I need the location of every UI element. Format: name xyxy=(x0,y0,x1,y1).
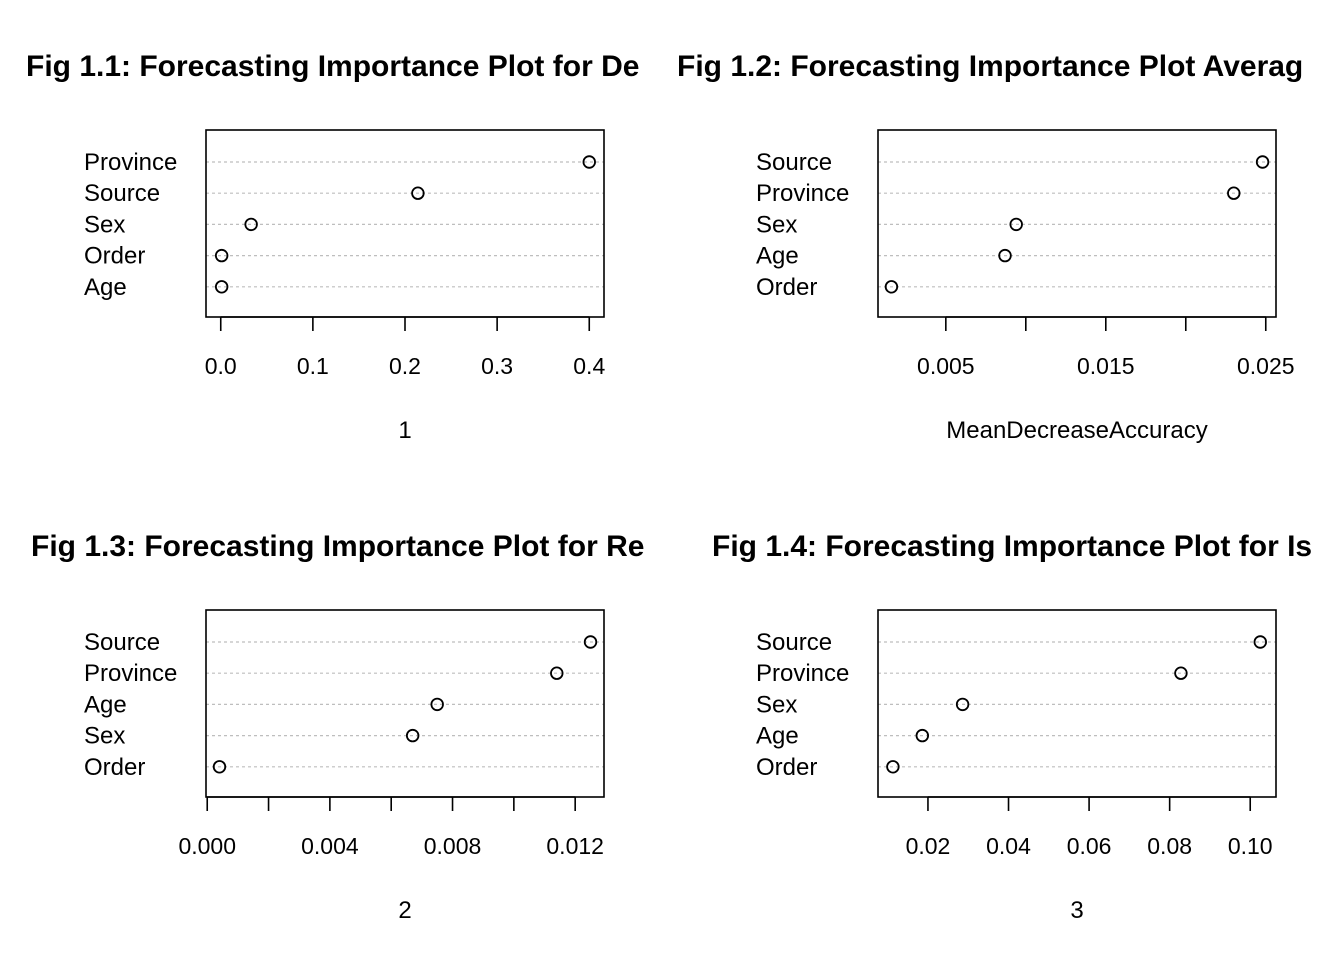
x-axis-label: 2 xyxy=(398,897,411,924)
x-tick-label: 0.3 xyxy=(481,353,513,379)
x-tick-label: 0.015 xyxy=(1077,353,1135,379)
data-point xyxy=(915,728,930,743)
category-label: Sex xyxy=(84,723,125,750)
category-label: Province xyxy=(84,660,177,687)
data-point xyxy=(886,760,900,774)
data-point xyxy=(884,280,899,294)
plot-frame xyxy=(205,609,605,798)
data-point xyxy=(998,248,1012,263)
plot-frame xyxy=(205,129,605,318)
category-label: Age xyxy=(84,274,127,301)
data-point xyxy=(212,760,227,774)
x-tick-label: 0.0 xyxy=(205,353,237,379)
x-tick-label: 0.04 xyxy=(986,833,1031,859)
x-tick-label: 0.10 xyxy=(1228,833,1273,859)
panel-fig-1-2: Fig 1.2: Forecasting Importance Plot Ave… xyxy=(677,50,1303,444)
x-tick-label: 0.000 xyxy=(178,833,236,859)
category-label: Age xyxy=(756,723,799,750)
category-label: Source xyxy=(756,149,832,176)
chart-title: Fig 1.2: Forecasting Importance Plot Ave… xyxy=(677,50,1303,83)
panel-fig-1-1: Fig 1.1: Forecasting Importance Plot for… xyxy=(26,50,639,444)
plot-frame xyxy=(877,129,1277,318)
plot-frame xyxy=(877,609,1277,798)
category-label: Source xyxy=(756,629,832,656)
data-point xyxy=(1009,217,1023,232)
data-point xyxy=(411,186,425,200)
data-point xyxy=(405,728,420,743)
data-point xyxy=(214,248,229,263)
x-tick-label: 0.1 xyxy=(297,353,329,379)
x-tick-label: 0.02 xyxy=(906,833,951,859)
category-label: Order xyxy=(756,274,817,301)
category-label: Order xyxy=(84,754,145,781)
category-label: Sex xyxy=(756,211,797,238)
category-label: Province xyxy=(756,180,849,207)
chart-title: Fig 1.4: Forecasting Importance Plot for… xyxy=(712,530,1312,563)
x-tick-label: 0.08 xyxy=(1147,833,1192,859)
category-label: Sex xyxy=(756,691,797,718)
x-tick-label: 0.06 xyxy=(1067,833,1112,859)
chart-title: Fig 1.3: Forecasting Importance Plot for… xyxy=(31,530,644,563)
category-label: Age xyxy=(756,243,799,270)
x-axis-label: 1 xyxy=(398,417,411,444)
data-point xyxy=(1253,635,1267,649)
data-point xyxy=(955,697,970,712)
category-label: Sex xyxy=(84,211,125,238)
x-tick-label: 0.025 xyxy=(1237,353,1295,379)
x-tick-label: 0.008 xyxy=(424,833,482,859)
data-point xyxy=(244,217,258,232)
panel-fig-1-3: Fig 1.3: Forecasting Importance Plot for… xyxy=(31,530,644,924)
category-label: Order xyxy=(756,754,817,781)
x-tick-label: 0.005 xyxy=(917,353,975,379)
data-point xyxy=(582,155,596,169)
data-point xyxy=(583,635,598,649)
category-label: Source xyxy=(84,629,160,656)
category-label: Age xyxy=(84,691,127,718)
x-tick-label: 0.4 xyxy=(573,353,605,379)
data-point xyxy=(1255,155,1270,169)
data-point xyxy=(1227,186,1241,200)
data-point xyxy=(214,280,229,294)
x-axis-label: 3 xyxy=(1070,897,1083,924)
category-label: Source xyxy=(84,180,160,207)
x-axis-label: MeanDecreaseAccuracy xyxy=(946,417,1207,444)
x-tick-label: 0.012 xyxy=(546,833,604,859)
category-label: Province xyxy=(756,660,849,687)
chart-title: Fig 1.1: Forecasting Importance Plot for… xyxy=(26,50,639,83)
panel-fig-1-4: Fig 1.4: Forecasting Importance Plot for… xyxy=(712,530,1312,924)
category-label: Order xyxy=(84,243,145,270)
category-label: Province xyxy=(84,149,177,176)
data-point xyxy=(430,697,444,712)
x-tick-label: 0.2 xyxy=(389,353,421,379)
data-point xyxy=(1174,666,1188,680)
x-tick-label: 0.004 xyxy=(301,833,359,859)
data-point xyxy=(550,666,564,680)
